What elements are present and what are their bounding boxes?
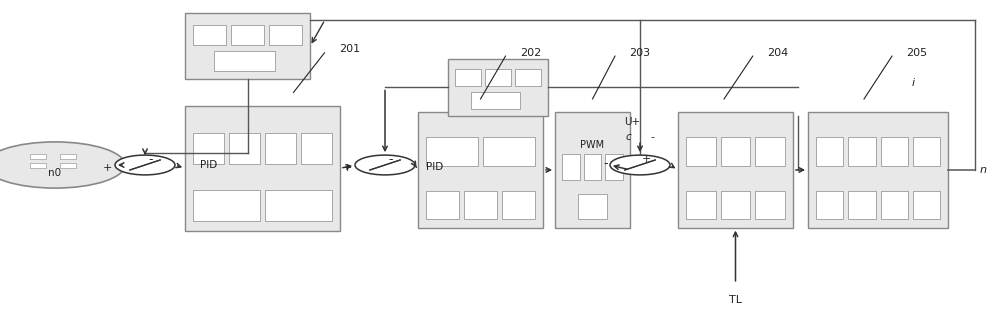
Bar <box>229 133 260 164</box>
Circle shape <box>0 142 125 188</box>
Text: -: - <box>149 152 153 166</box>
Bar <box>721 137 750 166</box>
Bar <box>515 69 541 86</box>
Bar <box>193 190 260 221</box>
Text: c: c <box>625 132 631 142</box>
Text: -: - <box>389 152 393 166</box>
Bar <box>755 191 785 219</box>
Circle shape <box>610 155 670 175</box>
Text: +: + <box>102 163 112 173</box>
Bar <box>30 154 46 159</box>
Bar <box>464 191 497 219</box>
Text: 203: 203 <box>629 48 651 58</box>
Bar <box>562 154 580 180</box>
Bar <box>448 59 548 116</box>
Bar <box>193 133 224 164</box>
Text: PWM: PWM <box>580 140 605 149</box>
Text: +: + <box>342 163 352 173</box>
Bar <box>265 190 332 221</box>
Bar <box>816 191 843 219</box>
Bar <box>60 154 76 159</box>
Bar <box>555 112 630 228</box>
Bar <box>848 191 876 219</box>
Circle shape <box>115 155 175 175</box>
Text: n: n <box>980 165 986 175</box>
Bar <box>60 163 76 168</box>
Bar <box>816 137 843 166</box>
Bar <box>584 154 601 180</box>
Bar <box>808 112 948 228</box>
Text: 204: 204 <box>767 48 788 58</box>
Circle shape <box>355 155 415 175</box>
Bar <box>426 191 459 219</box>
Text: 202: 202 <box>520 48 541 58</box>
Bar <box>214 51 275 71</box>
Text: 201: 201 <box>339 45 360 54</box>
Bar <box>426 137 478 166</box>
Bar <box>185 13 310 79</box>
Bar <box>755 137 785 166</box>
Text: n0: n0 <box>48 168 62 178</box>
Bar <box>185 106 340 231</box>
Bar <box>881 191 908 219</box>
Text: TL: TL <box>729 295 742 305</box>
Bar <box>193 25 226 45</box>
Bar <box>471 92 520 109</box>
Bar <box>678 112 793 228</box>
Text: PID: PID <box>426 162 443 172</box>
Bar <box>686 191 716 219</box>
Text: PID: PID <box>200 160 217 170</box>
Bar <box>265 133 296 164</box>
Text: -: - <box>604 157 608 170</box>
Bar <box>881 137 908 166</box>
Bar <box>721 191 750 219</box>
Bar <box>485 69 511 86</box>
Bar <box>913 191 940 219</box>
Bar <box>269 25 302 45</box>
Text: 205: 205 <box>906 48 928 58</box>
Bar <box>483 137 535 166</box>
Bar <box>578 194 607 219</box>
Bar <box>418 112 543 228</box>
Bar <box>231 25 264 45</box>
Bar <box>605 154 623 180</box>
Bar <box>913 137 940 166</box>
Text: U+: U+ <box>624 117 640 127</box>
Bar <box>455 69 481 86</box>
Bar <box>301 133 332 164</box>
Bar <box>502 191 535 219</box>
Text: +: + <box>641 154 651 164</box>
Text: i: i <box>911 78 915 87</box>
Bar <box>30 163 46 168</box>
Bar <box>848 137 876 166</box>
Text: -: - <box>650 132 654 142</box>
Bar <box>686 137 716 166</box>
